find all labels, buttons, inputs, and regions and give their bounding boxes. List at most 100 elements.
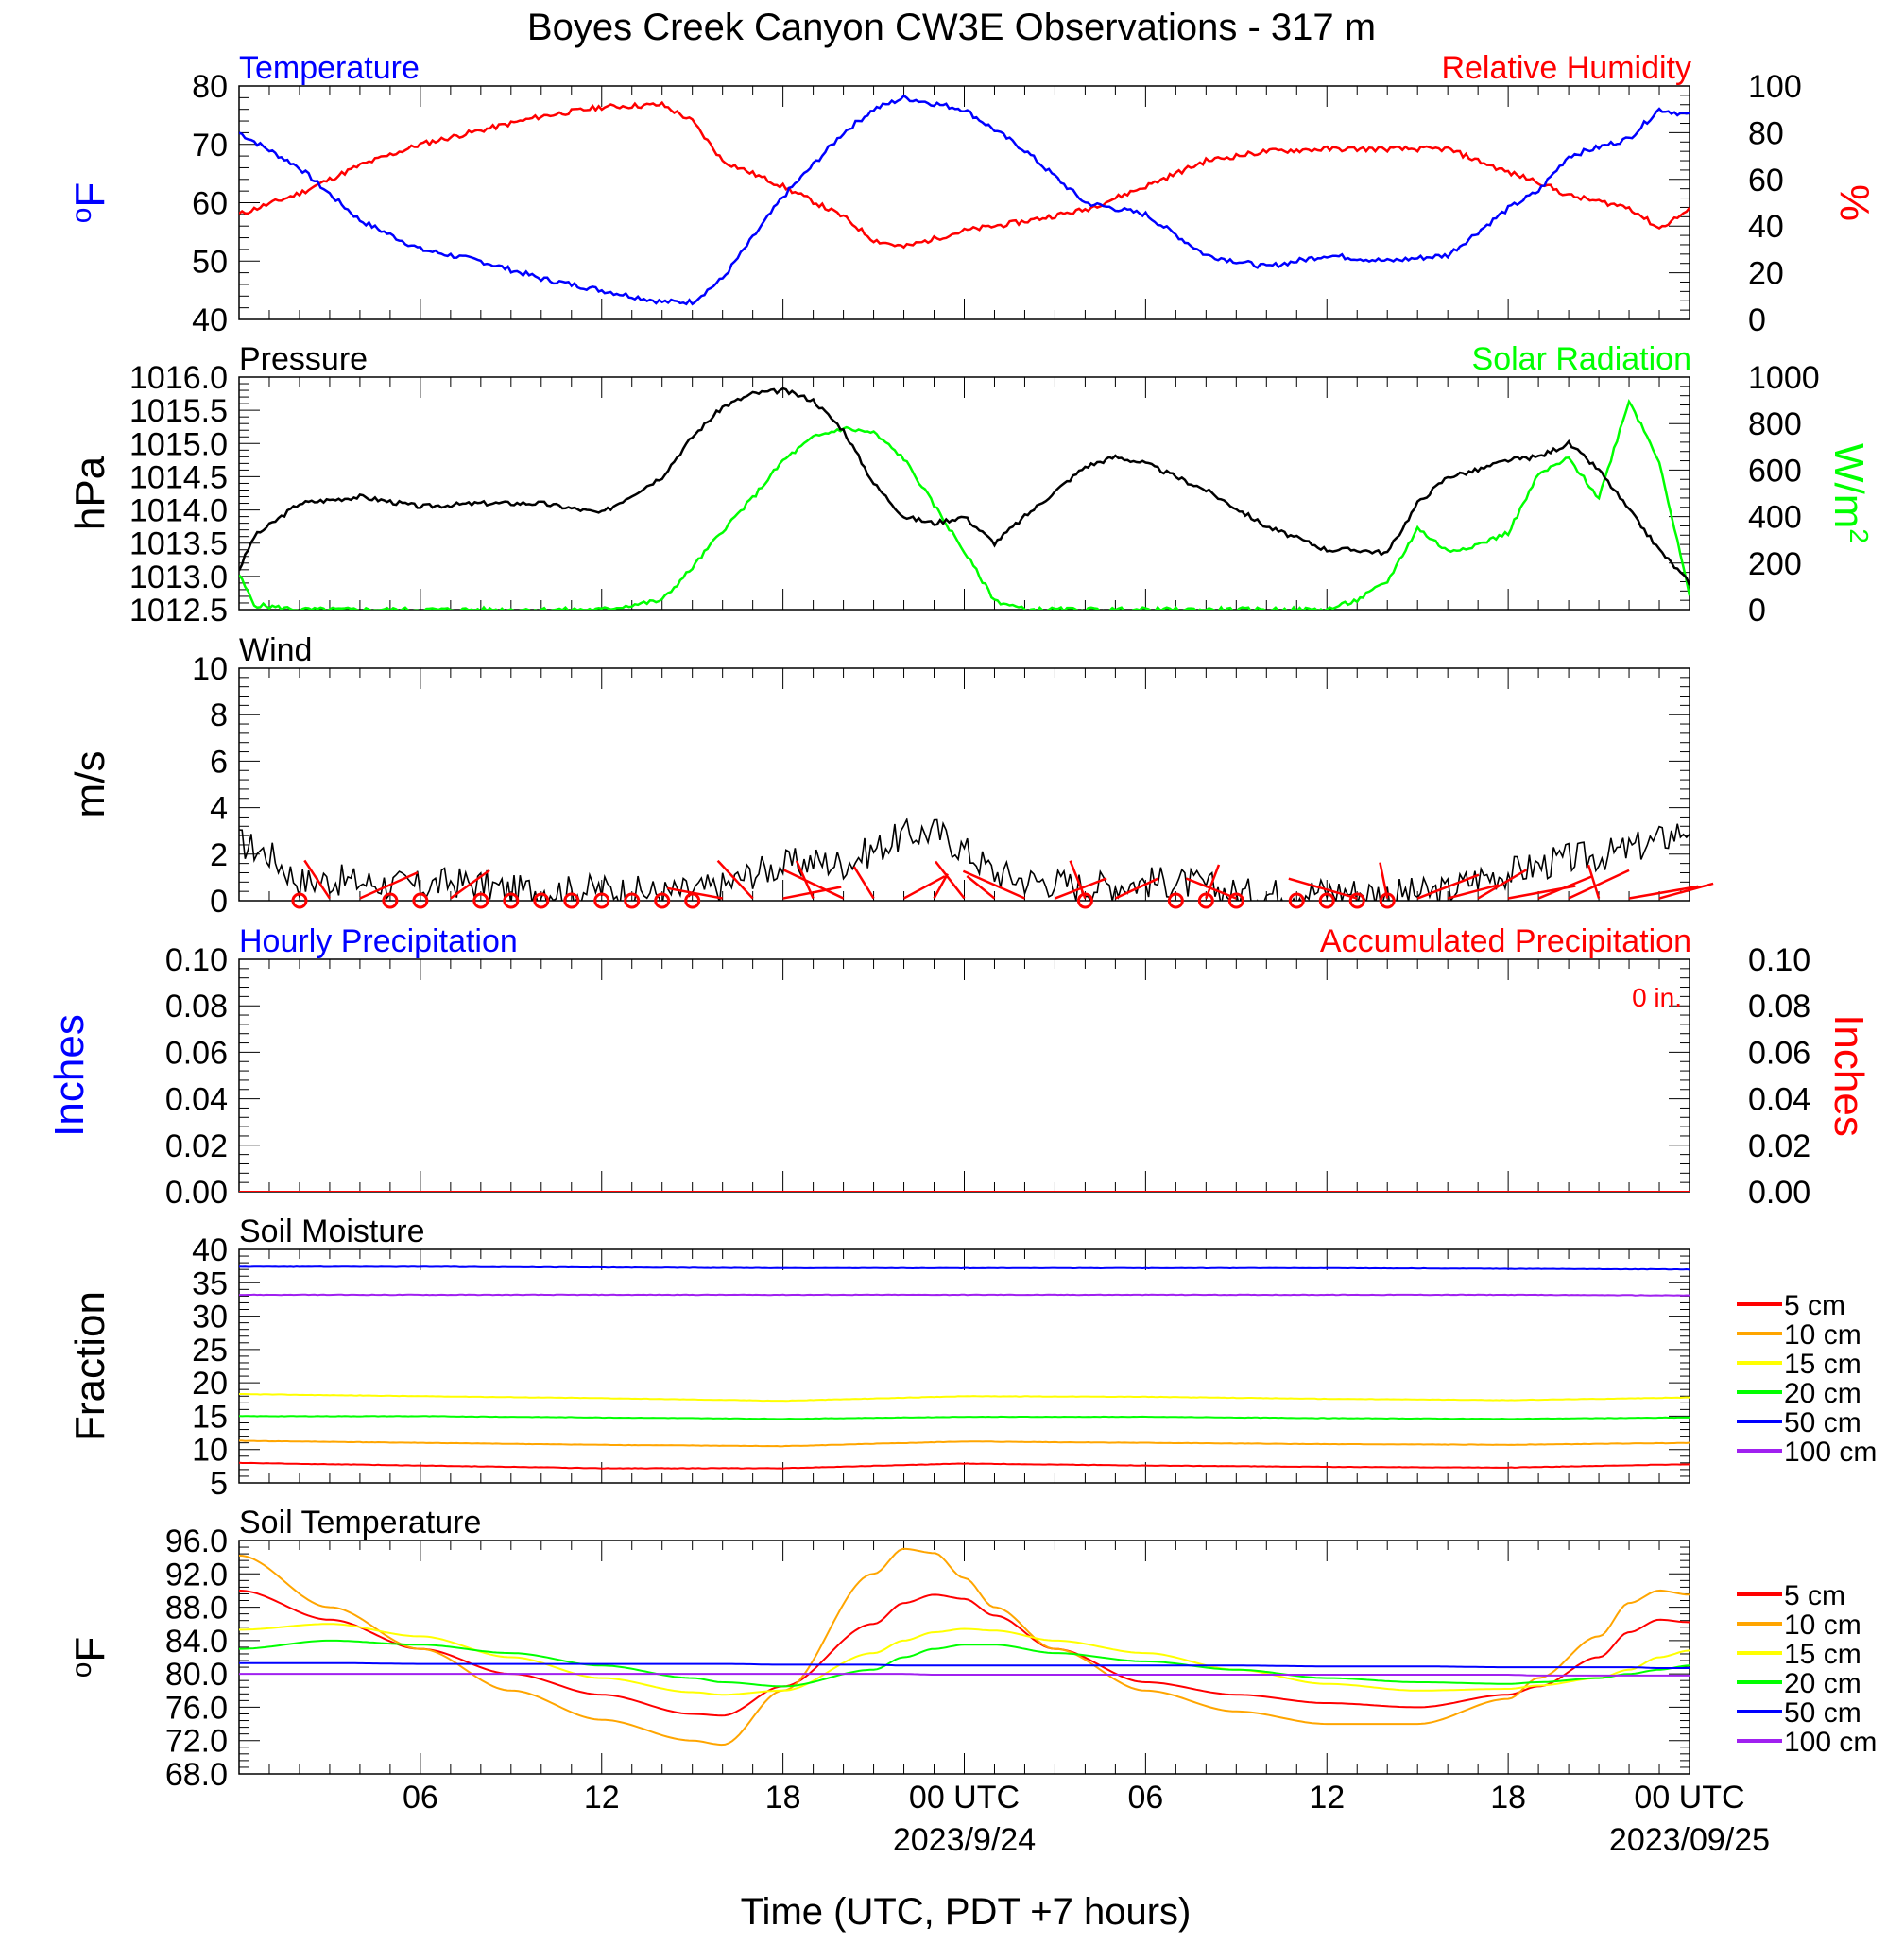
y-tick-label: 1015.0 bbox=[129, 426, 228, 462]
y-tick-label: 30 bbox=[192, 1300, 228, 1335]
x-tick-label: 12 bbox=[584, 1780, 620, 1816]
y-tick-label: 10 bbox=[192, 651, 228, 687]
legend-entry: 15 cm bbox=[1784, 1639, 1861, 1670]
y-tick-label: 1014.5 bbox=[129, 459, 228, 495]
accumulated-total-label: 0 in. bbox=[1632, 983, 1682, 1012]
wind-barb bbox=[1114, 877, 1159, 900]
calm-wind-circle bbox=[1288, 892, 1305, 909]
panel-right-title: Solar Radiation bbox=[1472, 341, 1691, 377]
series-line-50-cm bbox=[239, 1265, 1690, 1271]
wind-barb bbox=[303, 859, 331, 900]
calm-wind-circle bbox=[1197, 892, 1214, 909]
calm-wind-circle bbox=[291, 892, 308, 909]
panel-left-title: Hourly Precipitation bbox=[239, 923, 518, 959]
y-axis-label: Inches bbox=[46, 1014, 93, 1137]
x-tick-label: 00 UTC bbox=[909, 1780, 1020, 1816]
wind-barb bbox=[1185, 877, 1237, 900]
y-axis-label: oF bbox=[66, 182, 113, 224]
y-tick-label: 1014.0 bbox=[129, 493, 228, 529]
y-axis-label: oF bbox=[66, 1637, 113, 1678]
panel-temperature_humidity: 80 70 60 50 40 100 80 60 40 20 0 Temperature Relativ… bbox=[66, 50, 1878, 338]
series-line-10-cm bbox=[239, 1547, 1690, 1747]
wind-barb bbox=[1628, 885, 1699, 900]
legend-entry: 20 cm bbox=[1784, 1668, 1861, 1699]
calm-wind-circle bbox=[684, 892, 701, 909]
legend-entry: 20 cm bbox=[1784, 1378, 1861, 1409]
panel-pressure_solar: 1016.01015.51015.01014.51014.01013.51013… bbox=[67, 341, 1874, 628]
y-tick-label: 70 bbox=[192, 128, 228, 164]
y-tick-label: 0.08 bbox=[165, 989, 228, 1024]
y2-tick-label: 0 bbox=[1748, 302, 1766, 338]
legend-entry: 5 cm bbox=[1784, 1580, 1845, 1611]
calm-wind-circle bbox=[624, 892, 641, 909]
calm-wind-circle bbox=[412, 892, 429, 909]
panel-left-title: Pressure bbox=[239, 341, 368, 377]
y2-tick-label: 80 bbox=[1748, 115, 1784, 151]
wind-barb bbox=[1447, 884, 1500, 900]
y2-axis-label: Inches bbox=[1826, 1014, 1872, 1137]
y2-axis-label: % bbox=[1831, 184, 1878, 221]
wind-barb bbox=[1537, 874, 1594, 900]
y-tick-label: 1013.5 bbox=[129, 526, 228, 562]
panel-right-title: Relative Humidity bbox=[1441, 50, 1691, 86]
wind-barb bbox=[1658, 882, 1714, 900]
y-tick-label: 0.04 bbox=[165, 1082, 228, 1118]
y2-tick-label: 600 bbox=[1748, 453, 1802, 489]
y-tick-label: 35 bbox=[192, 1265, 228, 1301]
y-tick-label: 80 bbox=[192, 69, 228, 105]
wind-barb bbox=[1477, 869, 1528, 900]
figure-title: Boyes Creek Canyon CW3E Observations - 3… bbox=[527, 7, 1376, 48]
degree-mark: o bbox=[66, 208, 97, 224]
y2-tick-label: 0.02 bbox=[1748, 1128, 1810, 1164]
y2-tick-label: 40 bbox=[1748, 209, 1784, 245]
series-line-pressure bbox=[239, 387, 1690, 586]
y-tick-label: 84.0 bbox=[165, 1624, 228, 1660]
y-tick-label: 88.0 bbox=[165, 1591, 228, 1627]
series-line-50-cm bbox=[239, 1661, 1690, 1669]
y2-tick-label: 0 bbox=[1748, 593, 1766, 628]
time-axis: 06 12 18 00 UTC 06 12 18 00 UTC 2023/9/24 2023/09… bbox=[403, 1780, 1770, 1858]
y-tick-label: 0.06 bbox=[165, 1035, 228, 1071]
y-tick-label: 80.0 bbox=[165, 1657, 228, 1693]
wind-barb bbox=[450, 869, 490, 900]
series-line-wind-speed bbox=[239, 817, 1690, 901]
series-line-relative-humidity bbox=[239, 100, 1690, 250]
y-tick-label: 1016.0 bbox=[129, 360, 228, 396]
panel-wind: 10 8 6 4 2 0 Wind m/s bbox=[67, 632, 1714, 920]
date-label: 2023/09/25 bbox=[1609, 1822, 1770, 1858]
x-tick-label: 12 bbox=[1309, 1780, 1345, 1816]
panel-soil_temperature: 96.092.088.084.080.076.072.068.0 Soil Tem… bbox=[66, 1505, 1877, 1793]
y-tick-label: 1013.0 bbox=[129, 559, 228, 595]
calm-wind-circle bbox=[503, 892, 520, 909]
panel-left-title: Soil Temperature bbox=[239, 1505, 481, 1541]
unit-letter: F bbox=[67, 182, 113, 208]
x-tick-label: 18 bbox=[765, 1780, 801, 1816]
y2-axis-label: W/m2 bbox=[1826, 443, 1874, 543]
superscript-two: 2 bbox=[1844, 528, 1874, 543]
y-tick-label: 1015.5 bbox=[129, 393, 228, 429]
panel-precipitation: 0.10 0.08 0.06 0.04 0.02 0.00 0.10 0.08 0.06 0.04… bbox=[46, 923, 1872, 1211]
y-axis-label: m/s bbox=[67, 751, 113, 818]
y-tick-label: 72.0 bbox=[165, 1724, 228, 1760]
legend-entry: 15 cm bbox=[1784, 1349, 1861, 1380]
y2-tick-label: 400 bbox=[1748, 500, 1802, 536]
y-tick-label: 92.0 bbox=[165, 1557, 228, 1592]
y-tick-label: 40 bbox=[192, 302, 228, 338]
calm-wind-circle bbox=[382, 892, 399, 909]
legend-entry: 100 cm bbox=[1784, 1727, 1877, 1758]
y-tick-label: 8 bbox=[210, 697, 228, 733]
calm-wind-circle bbox=[1167, 892, 1184, 909]
y-tick-label: 50 bbox=[192, 244, 228, 280]
x-tick-label: 06 bbox=[1127, 1780, 1163, 1816]
y-tick-label: 0.02 bbox=[165, 1128, 228, 1164]
calm-wind-circle bbox=[654, 892, 671, 909]
y-tick-label: 10 bbox=[192, 1433, 228, 1469]
x-axis-label: Time (UTC, PDT +7 hours) bbox=[741, 1891, 1192, 1933]
legend-entry: 50 cm bbox=[1784, 1407, 1861, 1438]
series-line-20-cm bbox=[239, 1415, 1690, 1420]
y-tick-label: 4 bbox=[210, 791, 228, 827]
series-group bbox=[239, 387, 1690, 610]
series-group bbox=[239, 1265, 1690, 1470]
y-tick-label: 0.10 bbox=[165, 942, 228, 978]
